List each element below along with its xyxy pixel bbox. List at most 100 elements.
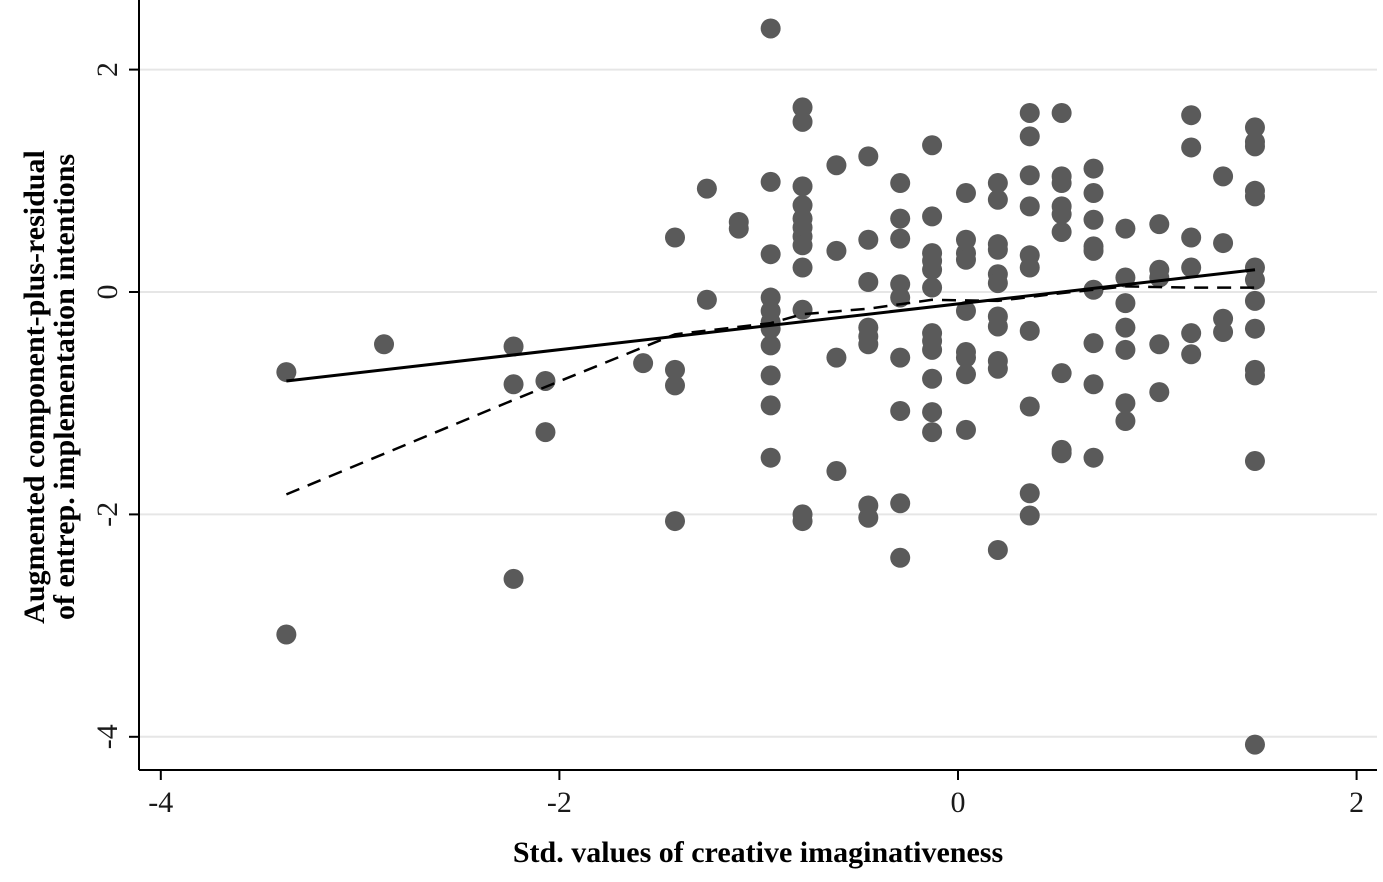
data-point [922, 339, 943, 360]
data-point [1115, 317, 1136, 338]
data-point [1244, 269, 1265, 290]
data-point [890, 173, 911, 194]
data-point [922, 135, 943, 156]
data-point [664, 359, 685, 380]
data-point [760, 171, 781, 192]
data-point [1083, 333, 1104, 354]
y-tick-label: -4 [91, 724, 124, 749]
fit-lines [285, 268, 1256, 496]
data-point [1083, 183, 1104, 204]
data-point [1213, 322, 1234, 343]
data-point [1244, 186, 1265, 207]
data-point [987, 239, 1008, 260]
data-point [503, 336, 524, 357]
scatter-points [276, 18, 1265, 755]
data-point [760, 447, 781, 468]
data-point [1244, 117, 1265, 138]
data-point [1181, 323, 1202, 344]
data-point [890, 493, 911, 514]
data-point [826, 240, 847, 261]
data-point [1019, 196, 1040, 217]
data-point [664, 227, 685, 248]
data-point [664, 511, 685, 532]
data-point [633, 353, 654, 374]
data-point [890, 347, 911, 368]
data-point [1019, 505, 1040, 526]
data-point [1181, 105, 1202, 126]
data-point [792, 257, 813, 278]
data-point [1019, 102, 1040, 123]
data-point [955, 249, 976, 270]
data-point [1149, 334, 1170, 355]
data-point [1244, 318, 1265, 339]
data-point [760, 244, 781, 265]
data-point [1115, 267, 1136, 288]
y-tick-label: 0 [91, 285, 124, 300]
data-point [987, 358, 1008, 379]
x-tick-label: 2 [1349, 786, 1364, 819]
data-point [1244, 136, 1265, 157]
data-point [1181, 257, 1202, 278]
data-point [1244, 451, 1265, 472]
data-point [1149, 214, 1170, 235]
data-point [535, 422, 556, 443]
data-point [1115, 339, 1136, 360]
x-axis-title: Std. values of creative imaginativeness [513, 836, 1003, 869]
data-point [1083, 447, 1104, 468]
data-point [1083, 240, 1104, 261]
y-axis-title-line-1: Augmented component-plus-residual [18, 150, 51, 624]
data-point [792, 111, 813, 132]
data-point [826, 461, 847, 482]
y-tick-label: -2 [91, 502, 124, 527]
data-point [760, 335, 781, 356]
data-point [1083, 158, 1104, 179]
axes [138, 0, 1377, 771]
data-point [792, 511, 813, 532]
data-point [858, 229, 879, 250]
data-point [955, 364, 976, 385]
data-point [1115, 393, 1136, 414]
y-tick-label: 2 [91, 62, 124, 77]
x-tick-label: -4 [148, 786, 173, 819]
data-point [503, 568, 524, 589]
data-point [792, 235, 813, 256]
data-point [1149, 267, 1170, 288]
data-point [1115, 410, 1136, 431]
data-point [1051, 173, 1072, 194]
data-point [858, 271, 879, 292]
data-point [922, 259, 943, 280]
data-point [1051, 363, 1072, 384]
data-point [1083, 209, 1104, 230]
data-point [858, 507, 879, 528]
smoothed-fit-line [285, 285, 1255, 496]
data-point [1051, 443, 1072, 464]
data-point [760, 18, 781, 39]
data-point [696, 178, 717, 199]
data-point [1213, 233, 1234, 254]
data-point [1149, 382, 1170, 403]
data-point [826, 155, 847, 176]
data-point [1244, 365, 1265, 386]
data-point [728, 218, 749, 239]
ticks: -4 -2 0 2 -4 -2 0 2 [91, 62, 1364, 819]
data-point [1019, 126, 1040, 147]
data-point [987, 273, 1008, 294]
y-axis-title: Augmented component-plus-residual of ent… [18, 150, 81, 624]
data-point [1051, 221, 1072, 242]
data-point [1019, 320, 1040, 341]
data-point [890, 228, 911, 249]
data-point [890, 208, 911, 229]
data-point [1244, 734, 1265, 755]
data-point [1019, 165, 1040, 186]
data-point [1181, 344, 1202, 365]
data-point [987, 316, 1008, 337]
data-point [1083, 374, 1104, 395]
data-point [987, 189, 1008, 210]
data-point [664, 375, 685, 396]
data-point [1051, 102, 1072, 123]
data-point [1019, 257, 1040, 278]
data-point [1181, 227, 1202, 248]
data-point [955, 347, 976, 368]
data-point [1213, 166, 1234, 187]
data-point [922, 422, 943, 443]
